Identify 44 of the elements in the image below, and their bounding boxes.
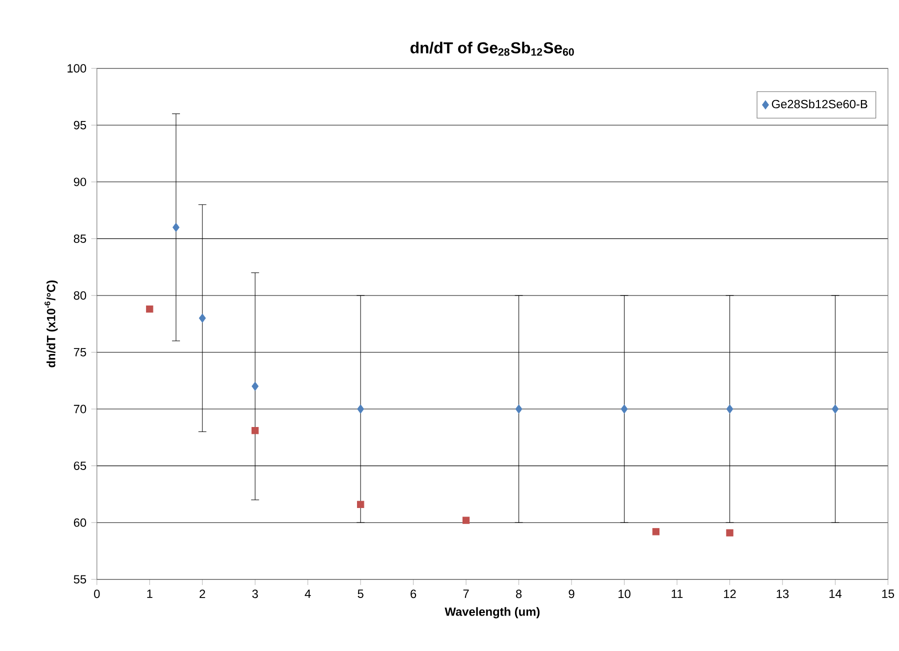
y-tick-label: 80 (74, 291, 86, 300)
point (652, 528, 660, 536)
y-tick-label: 95 (74, 120, 86, 130)
point (198, 314, 206, 323)
x-tick-label: 5 (358, 590, 364, 598)
point (146, 306, 154, 313)
x-tick-label: 11 (672, 590, 683, 598)
x-tick-label: 10 (618, 590, 630, 598)
x-tick-label: 7 (463, 590, 469, 598)
point (726, 404, 734, 414)
point (252, 427, 259, 434)
x-tick-label: 12 (724, 590, 736, 598)
point (462, 516, 470, 524)
y-tick-label: 60 (74, 518, 86, 527)
y-axis-title: dn/dT (x10$^{-6}$/°C) (44, 280, 58, 368)
y-tick-label: 65 (74, 462, 86, 470)
x-tick-label: 4 (304, 590, 311, 598)
x-tick-label: 8 (516, 590, 522, 598)
y-tick-label: 55 (74, 575, 86, 584)
point (832, 404, 839, 414)
x-tick-label: 1 (147, 590, 152, 598)
point (515, 404, 522, 414)
point (252, 382, 259, 391)
y-tick-label: 85 (74, 234, 86, 243)
point (357, 404, 364, 414)
y-tick-label: 70 (74, 404, 86, 414)
point (620, 404, 628, 414)
x-axis-title: Wavelength (um) (444, 607, 540, 618)
x-tick-label: 9 (568, 590, 574, 598)
legend-label: Ge28Sb12Se60-B (772, 100, 868, 108)
y-tick-label: 90 (74, 178, 86, 186)
x-tick-label: 6 (410, 590, 416, 598)
point (726, 529, 734, 536)
point (172, 222, 180, 232)
y-tick-label: 75 (74, 348, 86, 356)
x-tick-label: 2 (200, 590, 206, 598)
x-tick-label: 0 (94, 590, 100, 598)
x-tick-label: 14 (830, 590, 842, 598)
point (357, 500, 364, 508)
x-tick-label: 15 (882, 590, 894, 598)
x-tick-label: 3 (252, 590, 258, 598)
x-tick-label: 13 (776, 590, 789, 598)
y-tick-label: 100 (68, 64, 86, 73)
chart-title: dn/dT of Ge$_{28}$Sb$_{12}$Se$_{60}$ (410, 42, 574, 56)
